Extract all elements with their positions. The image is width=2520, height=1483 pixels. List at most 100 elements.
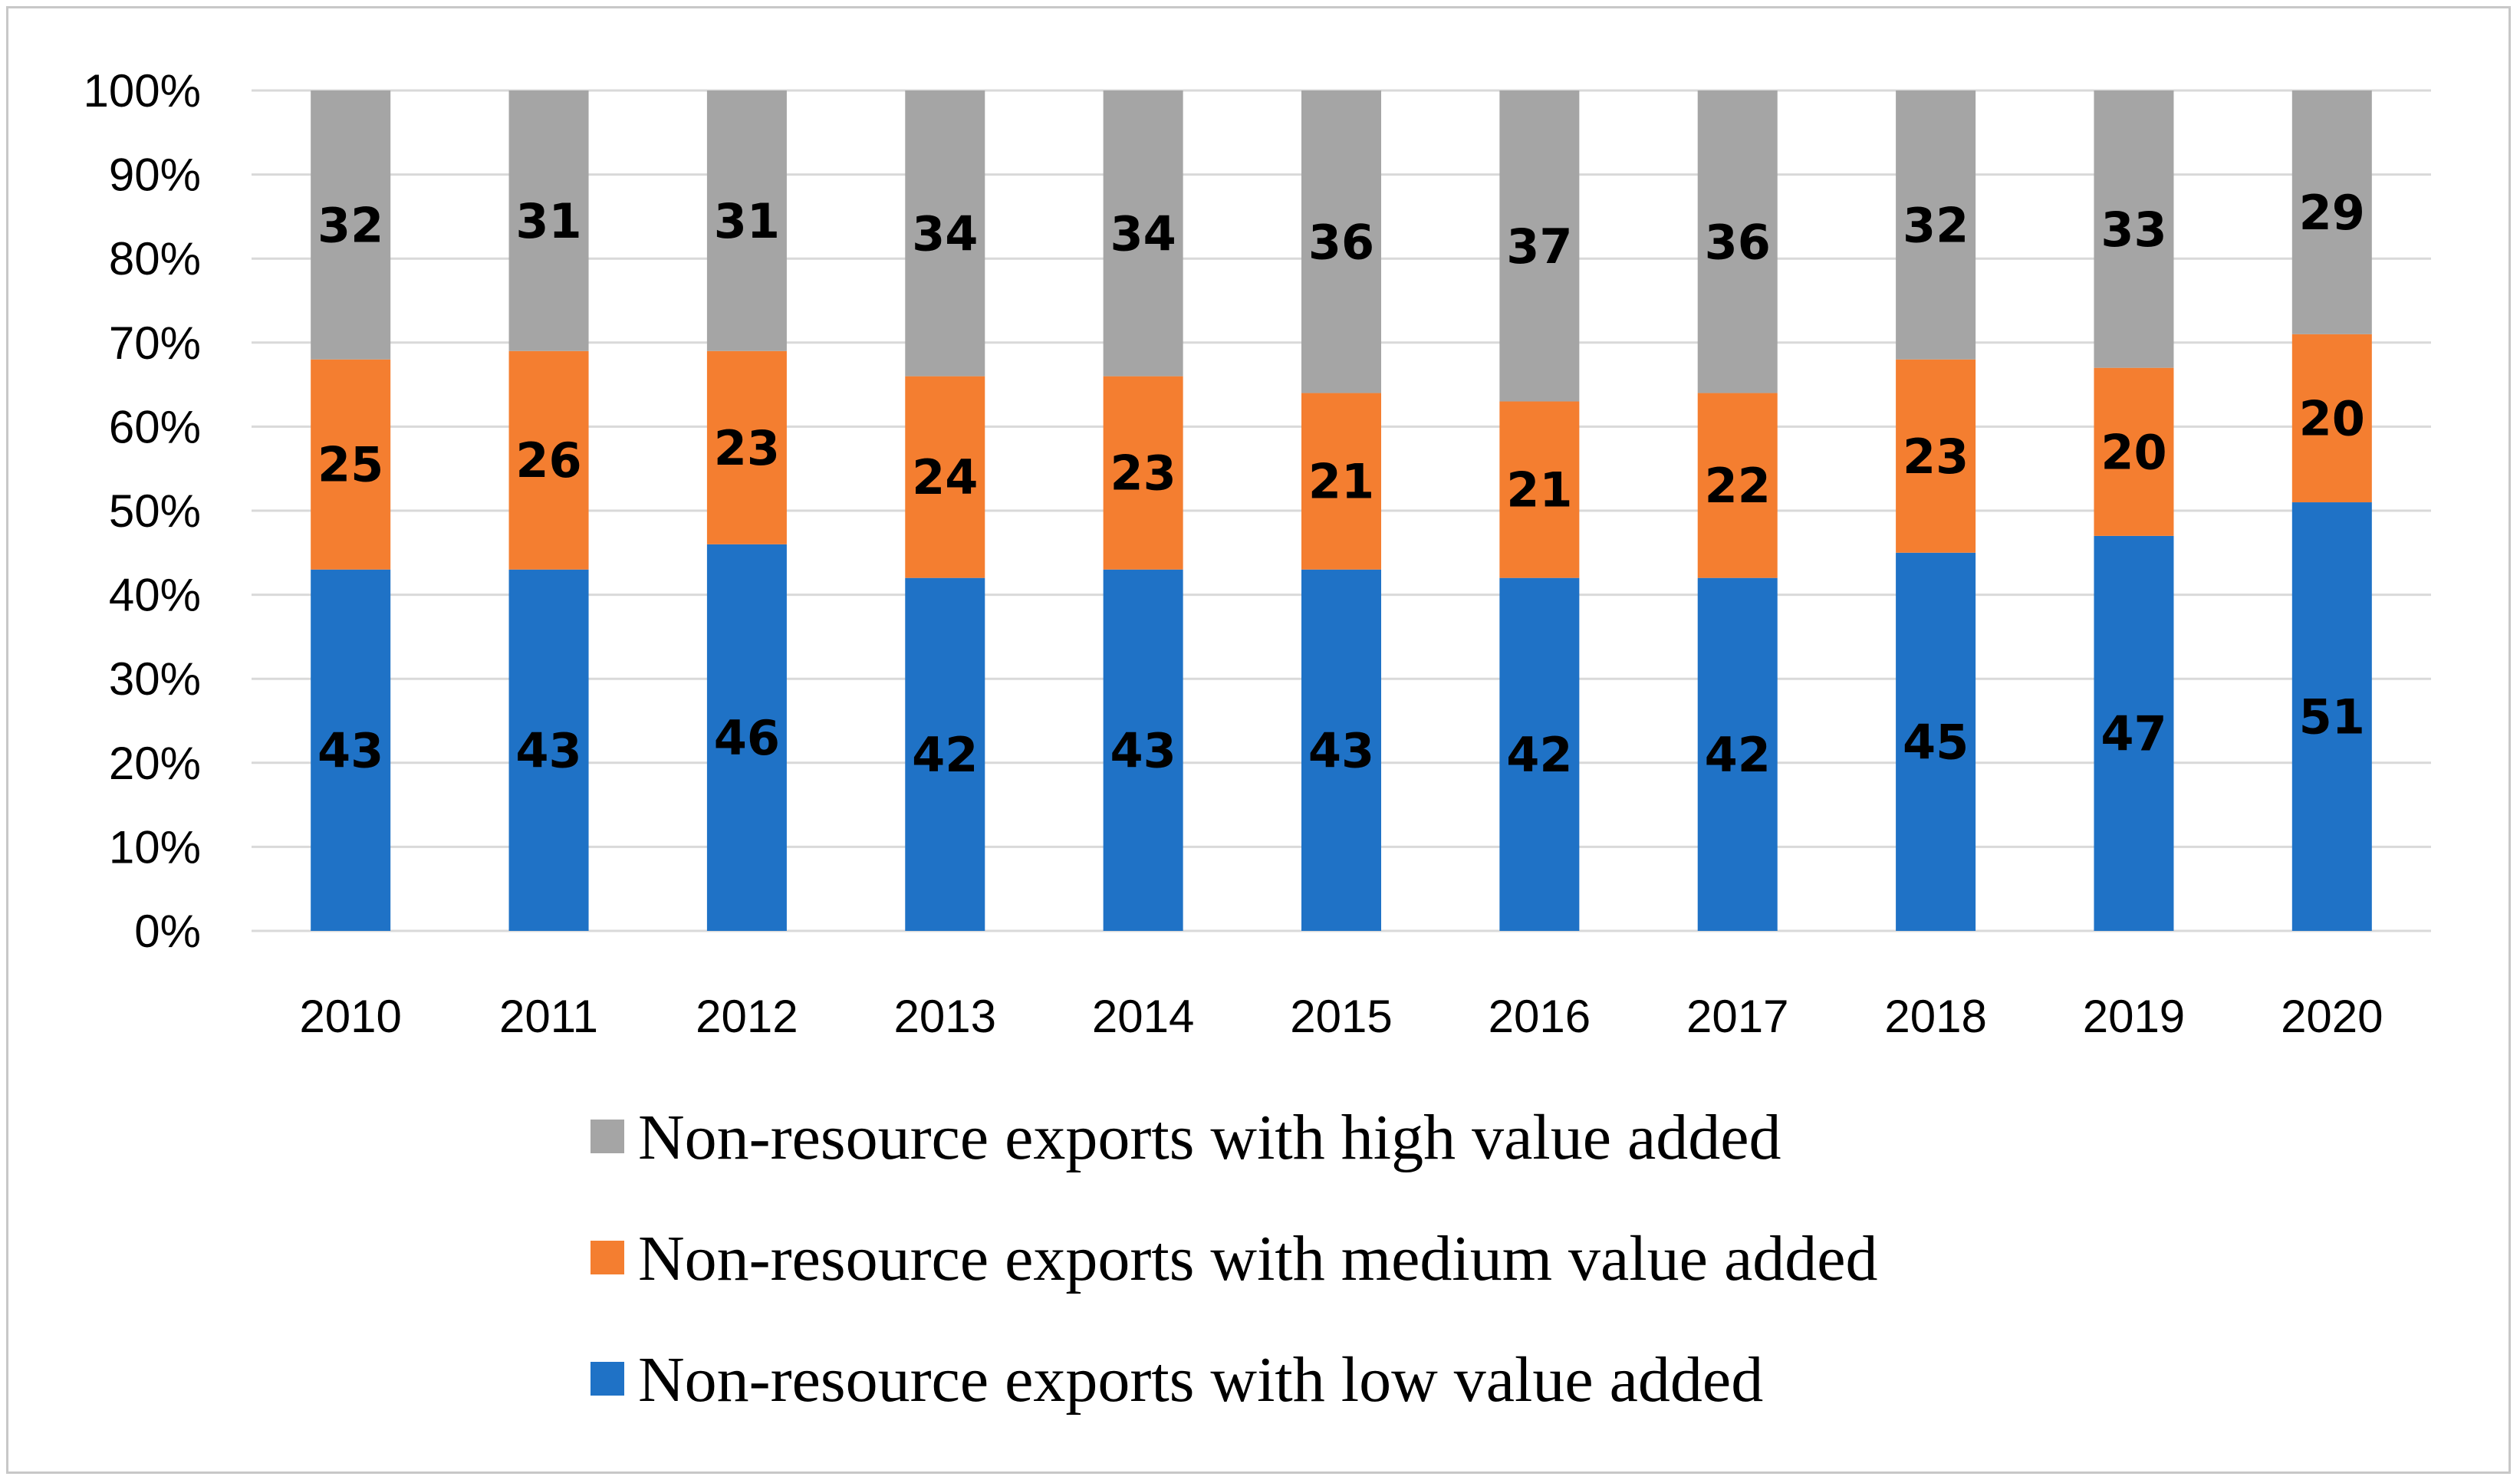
data-label: 47 xyxy=(2101,705,2166,761)
data-label: 31 xyxy=(515,193,581,249)
x-tick-label: 2018 xyxy=(1884,991,1986,1042)
x-tick-label: 2011 xyxy=(499,991,598,1042)
bar-stack-2017: 42 22 36 xyxy=(1697,90,1778,931)
bar-segment xyxy=(2094,90,2174,368)
data-label: 37 xyxy=(1506,219,1572,275)
bar-stack-2018: 45 23 32 xyxy=(1896,90,1976,931)
bar-segment xyxy=(2094,367,2174,536)
bar-segment xyxy=(1499,401,1580,578)
x-tick-label: 2019 xyxy=(2083,991,2185,1042)
data-label: 42 xyxy=(1705,727,1771,783)
y-tick-label: 30% xyxy=(109,653,201,705)
legend-item: Non-resource exports with medium value a… xyxy=(591,1223,1878,1294)
legend-label: Non-resource exports with high value add… xyxy=(638,1102,1781,1173)
bar-segment xyxy=(1697,90,1778,393)
data-label: 51 xyxy=(2299,689,2365,745)
bar-segment xyxy=(706,350,787,544)
data-label: 31 xyxy=(714,193,780,249)
y-tick-label: 10% xyxy=(109,821,201,873)
x-tick-label: 2013 xyxy=(894,991,996,1042)
data-label: 21 xyxy=(1506,462,1572,518)
bar-segment xyxy=(311,569,391,931)
y-tick-label: 40% xyxy=(109,570,201,621)
x-axis: 2010 2011 2012 2013 2014 2015 2016 2017 2018 2019… xyxy=(299,991,2383,1042)
bar-stack-2013: 42 24 34 xyxy=(905,90,985,931)
bar-segment xyxy=(1896,552,1976,931)
bar-segment xyxy=(1103,569,1183,931)
data-label: 24 xyxy=(912,449,978,505)
y-tick-label: 0% xyxy=(134,906,201,957)
bar-segment xyxy=(508,569,589,931)
bar-segment xyxy=(311,359,391,570)
bar-segment xyxy=(1103,376,1183,570)
bar-segment xyxy=(508,90,589,351)
bars: 43 25 32 43 26 31 46 23 31 42 24 34 43 23 34 43 21 36 42 21… xyxy=(311,90,2372,931)
bar-stack-2014: 43 23 34 xyxy=(1103,90,1183,931)
bar-stack-2015: 43 21 36 xyxy=(1301,90,1381,931)
bar-stack-2019: 47 20 33 xyxy=(2094,90,2174,931)
data-label: 34 xyxy=(1110,206,1176,261)
bar-segment xyxy=(706,90,787,351)
y-tick-label: 70% xyxy=(109,317,201,369)
data-label: 26 xyxy=(515,432,581,488)
bar-segment xyxy=(311,90,391,360)
x-tick-label: 2016 xyxy=(1489,991,1591,1042)
data-label: 36 xyxy=(1705,214,1771,270)
bar-segment xyxy=(905,577,985,931)
bar-segment xyxy=(905,376,985,578)
bar-segment xyxy=(1896,90,1976,360)
data-label: 23 xyxy=(1110,446,1176,501)
legend: Non-resource exports with high value add… xyxy=(591,1102,1878,1416)
data-label: 21 xyxy=(1308,454,1374,510)
x-tick-label: 2020 xyxy=(2281,991,2383,1042)
y-axis: 0% 10% 20% 30% 40% 50% 60% 70% 80% 90% 100% xyxy=(84,65,201,957)
bar-segment xyxy=(1301,393,1381,570)
data-label: 43 xyxy=(1308,722,1374,778)
data-label: 23 xyxy=(714,420,780,476)
legend-swatch xyxy=(591,1241,624,1274)
bar-segment xyxy=(2291,334,2372,503)
bar-segment xyxy=(1896,359,1976,553)
data-label: 29 xyxy=(2299,185,2365,241)
y-tick-label: 50% xyxy=(109,485,201,537)
bar-segment xyxy=(1301,90,1381,393)
bar-segment xyxy=(1103,90,1183,377)
data-label: 23 xyxy=(1903,429,1969,485)
legend-swatch xyxy=(591,1362,624,1396)
data-label: 42 xyxy=(912,727,978,783)
data-label: 43 xyxy=(1110,722,1176,778)
data-label: 22 xyxy=(1705,458,1771,514)
data-label: 25 xyxy=(317,437,383,493)
bar-segment xyxy=(1499,90,1580,402)
legend-label: Non-resource exports with medium value a… xyxy=(638,1223,1878,1294)
legend-swatch xyxy=(591,1120,624,1153)
chart-frame xyxy=(6,6,2511,1474)
bar-segment xyxy=(2291,90,2372,334)
data-label: 46 xyxy=(714,710,780,766)
legend-item: Non-resource exports with high value add… xyxy=(591,1102,1781,1173)
data-label: 32 xyxy=(317,197,383,253)
y-tick-label: 80% xyxy=(109,233,201,284)
data-label: 33 xyxy=(2101,202,2166,258)
x-tick-label: 2012 xyxy=(696,991,798,1042)
y-tick-label: 60% xyxy=(109,401,201,452)
bar-stack-2016: 42 21 37 xyxy=(1499,90,1580,931)
bar-stack-2020: 51 20 29 xyxy=(2291,90,2372,931)
y-tick-label: 100% xyxy=(84,65,201,117)
bar-segment xyxy=(2291,502,2372,931)
bar-segment xyxy=(508,350,589,570)
y-tick-label: 90% xyxy=(109,150,201,201)
bar-stack-2010: 43 25 32 xyxy=(311,90,391,931)
data-label: 42 xyxy=(1506,727,1572,783)
data-label: 43 xyxy=(515,722,581,778)
bar-segment xyxy=(1301,569,1381,931)
bar-stack-2011: 43 26 31 xyxy=(508,90,589,931)
bar-stack-2012: 46 23 31 xyxy=(706,90,787,931)
x-tick-label: 2010 xyxy=(299,991,401,1042)
bar-segment xyxy=(706,544,787,931)
bar-segment xyxy=(1697,577,1778,931)
legend-item: Non-resource exports with low value adde… xyxy=(591,1344,1763,1416)
legend-label: Non-resource exports with low value adde… xyxy=(638,1344,1763,1416)
bar-segment xyxy=(1499,577,1580,931)
